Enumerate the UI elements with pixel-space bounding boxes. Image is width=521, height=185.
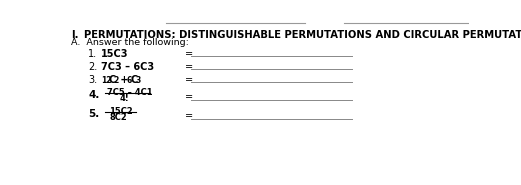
Text: =: = — [185, 75, 193, 85]
Text: 5.: 5. — [89, 109, 100, 119]
Text: =: = — [185, 92, 193, 102]
Text: 4.: 4. — [89, 90, 100, 100]
Text: 15C2: 15C2 — [109, 107, 133, 116]
Text: 2.: 2. — [89, 62, 97, 72]
Text: 6: 6 — [127, 76, 132, 85]
Text: 4!: 4! — [119, 94, 129, 103]
Text: =: = — [185, 62, 193, 72]
Text: =: = — [185, 49, 193, 59]
Text: PERMUTATIONS: DISTINGUISHABLE PERMUTATIONS AND CIRCULAR PERMUTATIONS: PERMUTATIONS: DISTINGUISHABLE PERMUTATIO… — [84, 30, 521, 40]
Text: 3: 3 — [135, 76, 141, 85]
Text: 7C3 – 6C3: 7C3 – 6C3 — [101, 62, 154, 72]
Text: 2: 2 — [114, 76, 119, 85]
Text: 8C2: 8C2 — [109, 113, 127, 122]
Text: 3.: 3. — [89, 75, 97, 85]
Text: 12: 12 — [101, 76, 111, 85]
Text: +: + — [117, 75, 132, 85]
Text: I.: I. — [71, 30, 79, 40]
Text: 1.: 1. — [89, 49, 97, 59]
Text: C: C — [131, 75, 138, 85]
Text: 15C3: 15C3 — [101, 49, 128, 59]
Text: =: = — [185, 112, 193, 122]
Text: 7C5 – 4C1: 7C5 – 4C1 — [107, 88, 153, 97]
Text: C: C — [108, 75, 116, 85]
Text: A.  Answer the following:: A. Answer the following: — [71, 38, 189, 47]
